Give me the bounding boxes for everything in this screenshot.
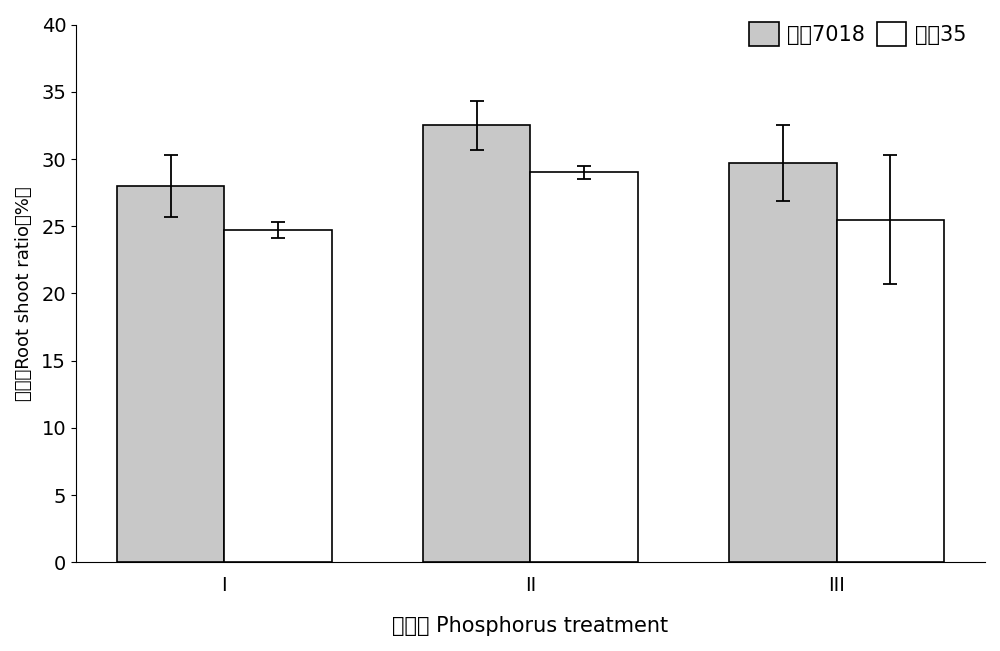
X-axis label: 磷处理 Phosphorus treatment: 磷处理 Phosphorus treatment	[392, 616, 669, 636]
Bar	[530, 173, 638, 562]
Bar	[224, 230, 332, 562]
Bar	[729, 163, 837, 562]
Y-axis label: 根冠比Root shoot ratio（%）: 根冠比Root shoot ratio（%）	[15, 186, 33, 401]
Bar	[117, 186, 224, 562]
Bar	[423, 126, 530, 562]
Legend: 东农7018, 黑河35: 东农7018, 黑河35	[741, 14, 975, 54]
Bar	[837, 219, 944, 562]
